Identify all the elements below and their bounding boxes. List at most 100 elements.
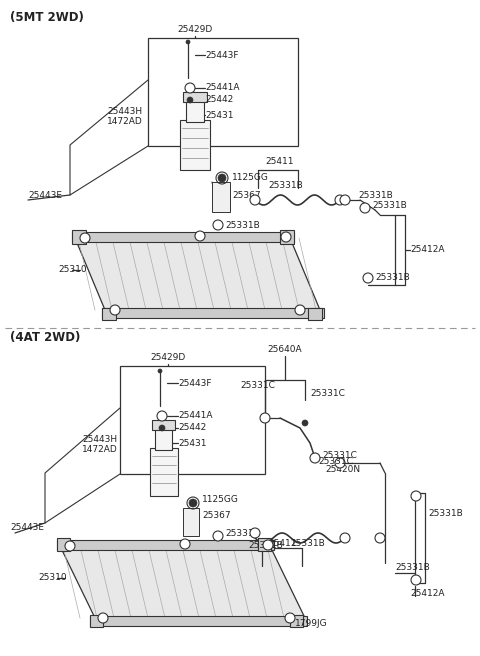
Bar <box>120 366 265 474</box>
Text: 1472AD: 1472AD <box>107 117 143 127</box>
Text: 25442: 25442 <box>205 96 233 104</box>
Text: 25331B: 25331B <box>358 190 393 199</box>
Circle shape <box>80 233 90 243</box>
Bar <box>102 308 324 318</box>
Text: 25640A: 25640A <box>268 346 302 354</box>
Circle shape <box>189 499 197 507</box>
Circle shape <box>186 40 190 44</box>
Circle shape <box>185 83 195 93</box>
Text: 25331C: 25331C <box>322 451 357 461</box>
Text: 25431: 25431 <box>205 110 233 119</box>
Bar <box>258 538 271 551</box>
Bar <box>308 308 322 320</box>
Circle shape <box>340 533 350 543</box>
Text: 25331B: 25331B <box>290 539 325 548</box>
Polygon shape <box>75 238 320 310</box>
Bar <box>180 120 210 170</box>
Text: 1799JG: 1799JG <box>295 619 328 628</box>
Text: 25331B: 25331B <box>428 508 463 518</box>
Text: 25412A: 25412A <box>410 245 444 255</box>
Text: 25331C: 25331C <box>240 382 275 390</box>
Polygon shape <box>60 546 305 618</box>
Circle shape <box>98 613 108 623</box>
Bar <box>90 616 307 626</box>
Circle shape <box>411 575 421 585</box>
Text: 25331B: 25331B <box>225 529 260 537</box>
Circle shape <box>180 539 190 549</box>
Circle shape <box>187 97 193 103</box>
Text: 25442: 25442 <box>178 424 206 432</box>
Text: 25443H: 25443H <box>107 108 142 117</box>
Text: 25331B: 25331B <box>225 220 260 230</box>
Text: 25429D: 25429D <box>178 26 213 35</box>
Circle shape <box>218 174 226 182</box>
Text: 25411: 25411 <box>268 539 297 548</box>
Circle shape <box>159 425 165 431</box>
Circle shape <box>411 491 421 501</box>
Circle shape <box>213 531 223 541</box>
Circle shape <box>110 305 120 315</box>
Bar <box>150 448 178 496</box>
Text: 25310: 25310 <box>58 266 86 274</box>
Circle shape <box>65 541 75 551</box>
Text: 25331B: 25331B <box>375 274 410 283</box>
Bar <box>280 230 294 244</box>
Bar <box>102 308 116 320</box>
Bar <box>90 615 103 627</box>
Bar <box>155 428 172 450</box>
Circle shape <box>335 458 345 468</box>
Circle shape <box>360 203 370 213</box>
Text: 25411: 25411 <box>265 157 293 167</box>
Text: (5MT 2WD): (5MT 2WD) <box>10 12 84 24</box>
Text: 25420N: 25420N <box>325 466 360 474</box>
Circle shape <box>263 540 273 550</box>
Bar <box>148 38 298 146</box>
Text: 25443F: 25443F <box>178 379 212 388</box>
Circle shape <box>302 420 308 426</box>
Text: 25429D: 25429D <box>150 354 186 363</box>
Text: 1125GG: 1125GG <box>232 173 269 182</box>
Text: 25431: 25431 <box>178 438 206 447</box>
Circle shape <box>213 220 223 230</box>
Bar <box>152 420 175 430</box>
Bar <box>290 615 303 627</box>
Text: 25331C: 25331C <box>318 457 353 466</box>
Text: 25331B: 25331B <box>372 201 407 209</box>
Text: 25310: 25310 <box>38 573 67 583</box>
Text: 25443F: 25443F <box>205 51 239 60</box>
Text: 25331B: 25331B <box>248 541 283 550</box>
Text: 25412A: 25412A <box>410 588 444 598</box>
Circle shape <box>250 195 260 205</box>
Circle shape <box>260 413 270 423</box>
Text: 25331B: 25331B <box>268 180 303 190</box>
Circle shape <box>285 613 295 623</box>
Circle shape <box>195 231 205 241</box>
Bar <box>72 230 86 244</box>
Circle shape <box>250 528 260 538</box>
Text: 1472AD: 1472AD <box>82 445 118 455</box>
Text: 25367: 25367 <box>202 512 230 520</box>
Circle shape <box>335 195 345 205</box>
Circle shape <box>310 453 320 463</box>
Circle shape <box>157 411 167 421</box>
Circle shape <box>158 369 162 373</box>
Circle shape <box>281 232 291 242</box>
Text: (4AT 2WD): (4AT 2WD) <box>10 331 80 344</box>
Text: 25443E: 25443E <box>10 523 44 533</box>
Bar <box>186 100 204 122</box>
Circle shape <box>295 305 305 315</box>
Bar <box>57 538 70 551</box>
Text: 1125GG: 1125GG <box>202 495 239 504</box>
Text: 25441A: 25441A <box>178 411 213 420</box>
Circle shape <box>363 273 373 283</box>
Text: 25443E: 25443E <box>28 190 62 199</box>
Text: 25331B: 25331B <box>395 564 430 573</box>
Bar <box>72 232 294 242</box>
Text: 25443H: 25443H <box>82 436 117 445</box>
Text: 25367: 25367 <box>232 190 261 199</box>
Bar <box>183 508 199 536</box>
Text: 25441A: 25441A <box>205 83 240 92</box>
Bar <box>183 92 207 102</box>
Bar <box>57 540 274 550</box>
Circle shape <box>375 533 385 543</box>
